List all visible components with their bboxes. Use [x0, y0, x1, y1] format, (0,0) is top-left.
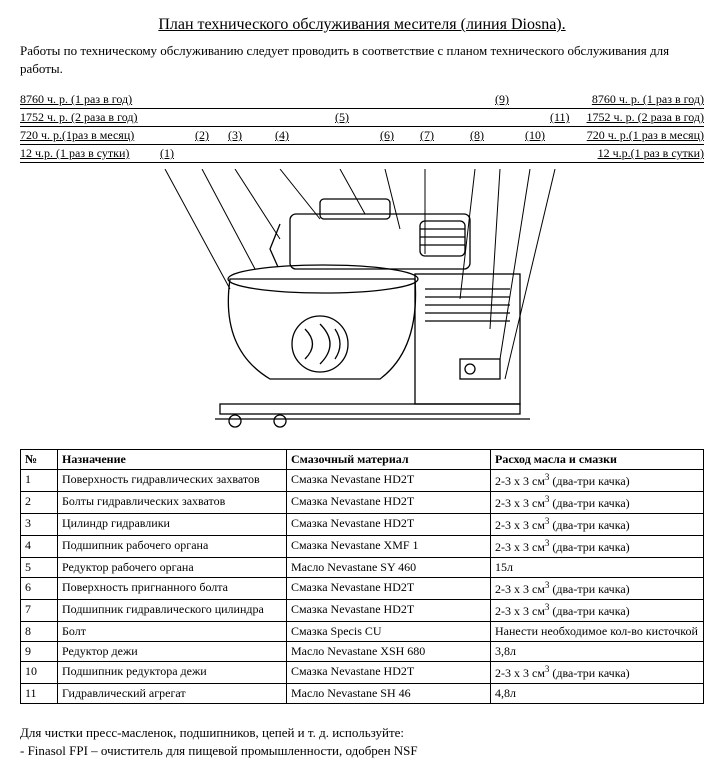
table-cell: Поверхность пригнанного болта — [58, 578, 287, 600]
th-lubricant: Смазочный материал — [287, 450, 491, 470]
callout-3: (3) — [228, 128, 242, 143]
table-cell: Болт — [58, 622, 287, 642]
callout-11: (11) — [550, 110, 570, 125]
table-cell: 2 — [21, 492, 58, 514]
table-cell: Смазка Nevastane HD2T — [287, 578, 491, 600]
table-cell: 5 — [21, 558, 58, 578]
table-cell: Смазка Nevastane HD2T — [287, 514, 491, 536]
table-row: 3Цилиндр гидравликиСмазка Nevastane HD2T… — [21, 514, 704, 536]
table-cell: 8 — [21, 622, 58, 642]
sched-left: 12 ч.р. (1 раз в сутки) — [20, 146, 129, 161]
callout-8: (8) — [470, 128, 484, 143]
table-cell: Болты гидравлических захватов — [58, 492, 287, 514]
sched-row-2: 720 ч. р.(1раз в месяц) (2) (3) (4) (6) … — [20, 127, 704, 145]
table-cell: Смазка Nevastane HD2T — [287, 662, 491, 684]
intro-text: Работы по техническому обслуживанию след… — [20, 42, 704, 77]
sched-left: 8760 ч. р. (1 раз в год) — [20, 92, 132, 107]
table-cell: Смазка Nevastane HD2T — [287, 470, 491, 492]
table-cell: Цилиндр гидравлики — [58, 514, 287, 536]
table-cell: Поверхность гидравлических захватов — [58, 470, 287, 492]
schedule-block: 8760 ч. р. (1 раз в год) (9) 8760 ч. р. … — [20, 91, 704, 163]
table-cell: Редуктор рабочего органа — [58, 558, 287, 578]
footer-line1: Для чистки пресс-масленок, подшипников, … — [20, 724, 704, 742]
table-cell: Масло Nevastane SY 460 — [287, 558, 491, 578]
callout-5: (5) — [335, 110, 349, 125]
table-cell: Масло Nevastane SH 46 — [287, 684, 491, 704]
table-cell: 2-3 х 3 см3 (два-три качка) — [491, 600, 704, 622]
table-cell: 6 — [21, 578, 58, 600]
callout-1: (1) — [160, 146, 174, 161]
table-row: 4Подшипник рабочего органаСмазка Nevasta… — [21, 536, 704, 558]
table-cell: Нанести необходимое кол-во кисточкой — [491, 622, 704, 642]
table-cell: Смазка Nevastane XMF 1 — [287, 536, 491, 558]
table-cell: 2-3 х 3 см3 (два-три качка) — [491, 492, 704, 514]
sched-row-3: 12 ч.р. (1 раз в сутки) (1) 12 ч.р.(1 ра… — [20, 145, 704, 163]
table-cell: 4,8л — [491, 684, 704, 704]
table-cell: Подшипник рабочего органа — [58, 536, 287, 558]
machine-outline — [215, 199, 530, 427]
th-number: № — [21, 450, 58, 470]
table-cell: 4 — [21, 536, 58, 558]
table-row: 8БолтСмазка Specis CUНанести необходимое… — [21, 622, 704, 642]
table-row: 1Поверхность гидравлических захватовСмаз… — [21, 470, 704, 492]
callout-9: (9) — [495, 92, 509, 107]
callout-10: (10) — [525, 128, 545, 143]
callout-7: (7) — [420, 128, 434, 143]
table-cell: 3 — [21, 514, 58, 536]
table-cell: Подшипник гидравлического цилиндра — [58, 600, 287, 622]
table-cell: 11 — [21, 684, 58, 704]
th-purpose: Назначение — [58, 450, 287, 470]
table-cell: 2-3 х 3 см3 (два-три качка) — [491, 578, 704, 600]
table-cell: Смазка Specis CU — [287, 622, 491, 642]
sched-right: 1752 ч. р. (2 раза в год) — [587, 110, 704, 125]
sched-left: 720 ч. р.(1раз в месяц) — [20, 128, 134, 143]
th-amount: Расход масла и смазки — [491, 450, 704, 470]
table-cell: 1 — [21, 470, 58, 492]
table-row: 9Редуктор дежиМасло Nevastane XSH 6803,8… — [21, 642, 704, 662]
table-row: 6Поверхность пригнанного болтаСмазка Nev… — [21, 578, 704, 600]
sched-right: 720 ч. р.(1 раз в месяц) — [587, 128, 704, 143]
table-cell: 2-3 х 3 см3 (два-три качка) — [491, 514, 704, 536]
callout-4: (4) — [275, 128, 289, 143]
table-cell: 7 — [21, 600, 58, 622]
footer-line2: - Finasol FPI – очиститель для пищевой п… — [20, 742, 704, 760]
callout-2: (2) — [195, 128, 209, 143]
table-row: 11Гидравлический агрегатМасло Nevastane … — [21, 684, 704, 704]
table-row: 2Болты гидравлических захватовСмазка Nev… — [21, 492, 704, 514]
sched-left: 1752 ч. р. (2 раза в год) — [20, 110, 137, 125]
table-row: 10Подшипник редуктора дежиСмазка Nevasta… — [21, 662, 704, 684]
table-cell: Редуктор дежи — [58, 642, 287, 662]
table-header-row: № Назначение Смазочный материал Расход м… — [21, 450, 704, 470]
table-cell: 2-3 х 3 см3 (два-три качка) — [491, 536, 704, 558]
table-cell: Подшипник редуктора дежи — [58, 662, 287, 684]
table-cell: 9 — [21, 642, 58, 662]
callout-6: (6) — [380, 128, 394, 143]
document-title: План технического обслуживания месителя … — [20, 16, 704, 34]
table-row: 7Подшипник гидравлического цилиндраСмазк… — [21, 600, 704, 622]
sched-row-1: 1752 ч. р. (2 раза в год) (5) (11) 1752 … — [20, 109, 704, 127]
table-cell: 15л — [491, 558, 704, 578]
table-cell: Гидравлический агрегат — [58, 684, 287, 704]
maintenance-table: № Назначение Смазочный материал Расход м… — [20, 449, 704, 704]
table-cell: Смазка Nevastane HD2T — [287, 600, 491, 622]
diagram-area — [20, 169, 704, 439]
sched-row-0: 8760 ч. р. (1 раз в год) (9) 8760 ч. р. … — [20, 91, 704, 109]
table-cell: Масло Nevastane XSH 680 — [287, 642, 491, 662]
sched-right: 8760 ч. р. (1 раз в год) — [592, 92, 704, 107]
table-row: 5Редуктор рабочего органаМасло Nevastane… — [21, 558, 704, 578]
footer-block: Для чистки пресс-масленок, подшипников, … — [20, 724, 704, 760]
table-cell: Смазка Nevastane HD2T — [287, 492, 491, 514]
table-cell: 10 — [21, 662, 58, 684]
table-cell: 2-3 х 3 см3 (два-три качка) — [491, 662, 704, 684]
machine-diagram — [20, 169, 704, 439]
table-cell: 3,8л — [491, 642, 704, 662]
sched-right: 12 ч.р.(1 раз в сутки) — [598, 146, 704, 161]
table-cell: 2-3 х 3 см3 (два-три качка) — [491, 470, 704, 492]
